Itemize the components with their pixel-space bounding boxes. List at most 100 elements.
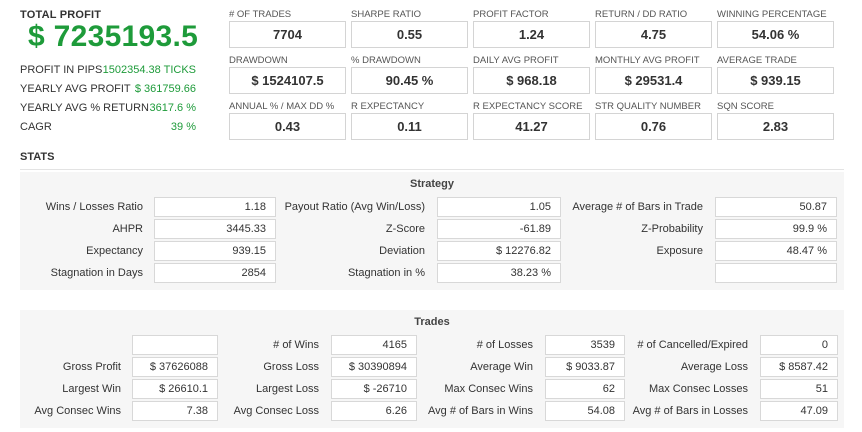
strategy-stat-value: $ 12276.82 (437, 241, 561, 261)
summary-label: PROFIT IN PIPS (20, 64, 103, 76)
strategy-stat-label: Wins / Losses Ratio (45, 201, 143, 213)
metric-value: 54.06 % (717, 21, 834, 48)
metric-value: $ 968.18 (473, 67, 590, 94)
strategy-stat-value: 3445.33 (154, 219, 276, 239)
trades-stat-value: $ 30390894 (331, 357, 417, 377)
metric-value: 90.45 % (351, 67, 468, 94)
trades-stat-value: 3539 (545, 335, 625, 355)
strategy-stat-label: Expectancy (86, 245, 143, 257)
metric-card: DAILY AVG PROFIT $ 968.18 (473, 55, 590, 94)
metric-value: 0.55 (351, 21, 468, 48)
trades-stat-value: 47.09 (760, 401, 838, 421)
trades-stat-value: $ 8587.42 (760, 357, 838, 377)
metric-label: R EXPECTANCY SCORE (473, 101, 583, 112)
metric-card: SHARPE RATIO 0.55 (351, 9, 468, 48)
trades-stat-label: Average Loss (680, 361, 748, 373)
trades-stat-value: 6.26 (331, 401, 417, 421)
metric-label: SHARPE RATIO (351, 9, 422, 20)
metric-value: 0.76 (595, 113, 712, 140)
metric-label: MONTHLY AVG PROFIT (595, 55, 700, 66)
metric-card: PROFIT FACTOR 1.24 (473, 9, 590, 48)
strategy-stat-value: 2854 (154, 263, 276, 283)
metric-value: 7704 (229, 21, 346, 48)
stats-title: STATS (20, 151, 55, 163)
summary-row-cagr: CAGR 39 % (20, 121, 196, 133)
metric-value: $ 29531.4 (595, 67, 712, 94)
strategy-stat-label: Stagnation in % (347, 267, 425, 279)
strategy-stat-label: Z-Score (385, 223, 425, 235)
metric-value: $ 1524107.5 (229, 67, 346, 94)
metric-value: 41.27 (473, 113, 590, 140)
trades-stat-value: $ 37626088 (132, 357, 218, 377)
trades-stat-value: 7.38 (132, 401, 218, 421)
summary-label: CAGR (20, 121, 52, 133)
metric-label: DAILY AVG PROFIT (473, 55, 559, 66)
strategy-title: Strategy (409, 178, 455, 190)
trades-stat-label (11, 335, 121, 355)
divider (20, 169, 844, 170)
trades-stat-label: # of Losses (476, 339, 533, 351)
summary-row-profit-in-pips: PROFIT IN PIPS 1502354.38 TICKS (20, 64, 196, 76)
metric-value: 1.24 (473, 21, 590, 48)
trades-stat-label: Avg # of Bars in Wins (428, 405, 533, 417)
strategy-stat-value: 99.9 % (715, 219, 837, 239)
metric-card: STR QUALITY NUMBER 0.76 (595, 101, 712, 140)
summary-label: YEARLY AVG PROFIT (20, 83, 131, 95)
strategy-stat-value (715, 263, 837, 283)
strategy-stat-label: Average # of Bars in Trade (572, 201, 703, 213)
trades-stat-label: Max Consec Losses (648, 383, 748, 395)
metric-card: AVERAGE TRADE $ 939.15 (717, 55, 834, 94)
strategy-stat-label: Stagnation in Days (50, 267, 143, 279)
metric-label: RETURN / DD RATIO (595, 9, 688, 20)
trades-stat-label: # of Wins (273, 339, 319, 351)
total-profit-value: $ 7235193.5 (28, 20, 199, 53)
trades-stat-label: Largest Win (62, 383, 121, 395)
trades-stat-label: Max Consec Wins (444, 383, 533, 395)
strategy-stat-label: AHPR (112, 223, 143, 235)
metric-value: $ 939.15 (717, 67, 834, 94)
trades-stat-value: 0 (760, 335, 838, 355)
summary-row-yearly-avg-return: YEARLY AVG % RETURN 3617.6 % (20, 102, 196, 114)
metric-label: PROFIT FACTOR (473, 9, 549, 20)
trades-stat-label: Largest Loss (256, 383, 319, 395)
metric-label: SQN SCORE (717, 101, 775, 112)
metric-label: % DRAWDOWN (351, 55, 421, 66)
strategy-stat-value: 50.87 (715, 197, 837, 217)
total-profit-label: TOTAL PROFIT (20, 9, 102, 21)
trades-stat-value: $ -26710 (331, 379, 417, 399)
metric-label: AVERAGE TRADE (717, 55, 797, 66)
summary-value: 1502354.38 TICKS (102, 64, 196, 76)
trades-title: Trades (414, 316, 450, 328)
metric-label: R EXPECTANCY (351, 101, 425, 112)
metric-value: 4.75 (595, 21, 712, 48)
metric-card: % DRAWDOWN 90.45 % (351, 55, 468, 94)
strategy-stat-label: Deviation (379, 245, 425, 257)
strategy-stat-value: 1.18 (154, 197, 276, 217)
trades-stat-label: Avg # of Bars in Losses (632, 405, 748, 417)
strategy-stat-value: 48.47 % (715, 241, 837, 261)
metric-value: 0.43 (229, 113, 346, 140)
metric-label: WINNING PERCENTAGE (717, 9, 827, 20)
strategy-stat-value: 1.05 (437, 197, 561, 217)
metric-card: R EXPECTANCY 0.11 (351, 101, 468, 140)
metric-label: DRAWDOWN (229, 55, 288, 66)
trades-stat-value: $ 26610.1 (132, 379, 218, 399)
metric-card: SQN SCORE 2.83 (717, 101, 834, 140)
strategy-stat-label (553, 263, 703, 283)
trades-stat-label: # of Cancelled/Expired (637, 339, 748, 351)
trades-stat-label: Avg Consec Wins (34, 405, 121, 417)
trades-stat-label: Gross Profit (62, 361, 121, 373)
metric-card: MONTHLY AVG PROFIT $ 29531.4 (595, 55, 712, 94)
metric-value: 2.83 (717, 113, 834, 140)
metric-card: DRAWDOWN $ 1524107.5 (229, 55, 346, 94)
strategy-stat-label: Exposure (656, 245, 703, 257)
summary-value: 3617.6 % (149, 102, 196, 114)
trades-stat-label: Gross Loss (263, 361, 319, 373)
strategy-stat-value: 38.23 % (437, 263, 561, 283)
trades-stat-value: 51 (760, 379, 838, 399)
summary-label: YEARLY AVG % RETURN (20, 102, 149, 114)
summary-row-yearly-avg-profit: YEARLY AVG PROFIT $ 361759.66 (20, 83, 196, 95)
metric-card: WINNING PERCENTAGE 54.06 % (717, 9, 834, 48)
strategy-stat-label: Payout Ratio (Avg Win/Loss) (284, 201, 425, 213)
trades-stat-value: 54.08 (545, 401, 625, 421)
